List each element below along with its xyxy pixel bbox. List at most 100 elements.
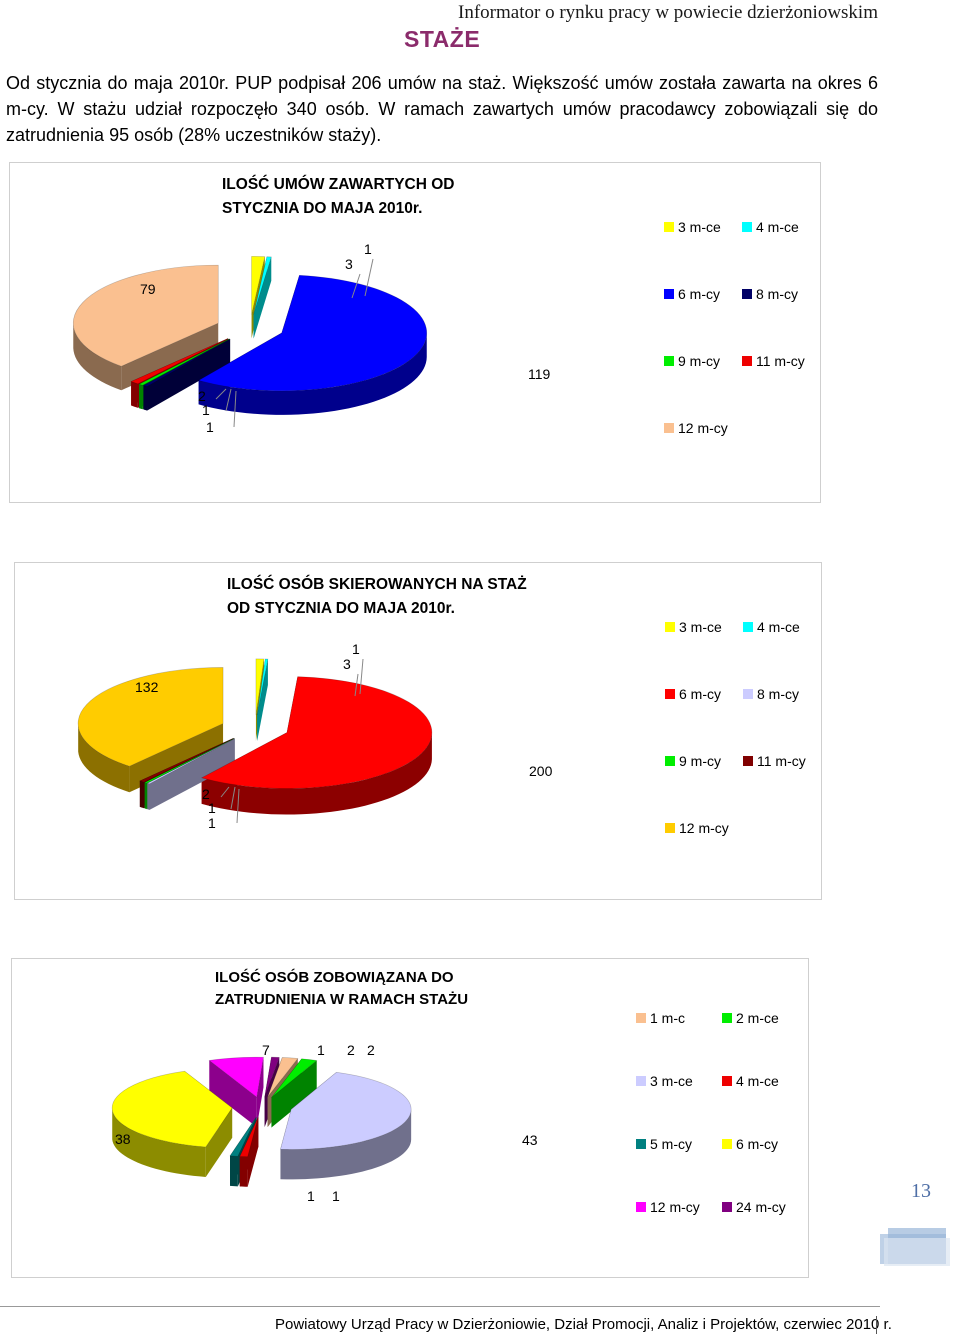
header-title: Informator o rynku pracy w powiecie dzie…	[458, 2, 878, 23]
legend-entry-3: 8 m-cy	[742, 286, 798, 302]
pie-slice-wall-3-1	[239, 1116, 259, 1187]
legend-swatch-6	[665, 823, 675, 833]
data-label-3: 1	[206, 419, 214, 435]
chart-title: ILOŚĆ UMÓW ZAWARTYCH OD STYCZNIA DO MAJA…	[222, 173, 455, 221]
legend-label-3: 4 m-ce	[736, 1073, 779, 1089]
data-label-1: 1	[352, 641, 360, 657]
footer-bar	[876, 1316, 877, 1334]
legend-swatch-4	[664, 356, 674, 366]
data-label-4: 1	[202, 402, 210, 418]
pie-slice-5	[130, 338, 229, 385]
data-label-3: 1	[332, 1188, 340, 1204]
pie-slice-2	[197, 274, 428, 392]
legend-swatch-1	[743, 622, 753, 632]
leader-line-4	[225, 388, 232, 412]
legend-label-2: 6 m-cy	[678, 286, 720, 302]
legend-label-0: 3 m-ce	[678, 219, 721, 235]
legend-swatch-0	[665, 622, 675, 632]
pie-slice-side-6	[78, 725, 130, 793]
pie-chart-svg: 2 2 43 1 1 38 7 1 1 m-c 2 m-ce 3 m-ce 4 m-ce 5 m-cy 6…	[111, 1010, 786, 1215]
chart-title-line1: ILOŚĆ OSÓB ZOBOWIĄZANA DO	[215, 969, 454, 986]
legend-entry-2: 6 m-cy	[664, 286, 720, 302]
pie-slice-side-2	[201, 733, 432, 815]
data-label-2: 119	[528, 366, 551, 382]
legend-label-0: 1 m-c	[650, 1010, 685, 1026]
legend-label-2: 6 m-cy	[679, 686, 721, 702]
legend-swatch-0	[664, 222, 674, 232]
legend-entry-2: 3 m-ce	[636, 1073, 693, 1089]
section-title: STAŻE	[404, 26, 481, 52]
legend-label-4: 9 m-cy	[678, 353, 720, 369]
pie-slice-1	[271, 1058, 318, 1098]
legend-label-0: 3 m-ce	[679, 619, 722, 635]
legend-entry-3: 8 m-cy	[743, 686, 799, 702]
legend-entry-1: 2 m-ce	[722, 1010, 779, 1026]
pie-slice-6	[208, 1056, 264, 1098]
leader-line-1	[359, 658, 364, 695]
page-number: 13	[911, 1180, 931, 1202]
legend-swatch-0	[636, 1013, 646, 1023]
data-label-1: 2	[367, 1042, 375, 1058]
pie-slice-wall-3-1	[147, 738, 235, 810]
legend-swatch-3	[742, 289, 752, 299]
legend-entry-4: 9 m-cy	[664, 353, 720, 369]
pie-slice-3	[142, 338, 231, 387]
legend-swatch-7	[722, 1202, 732, 1212]
data-label-4: 1	[208, 800, 216, 816]
legend-entry-1: 4 m-ce	[742, 219, 799, 235]
pie-slice-5	[139, 737, 234, 783]
leader-line-0	[351, 273, 361, 299]
legend-label-1: 2 m-ce	[736, 1010, 779, 1026]
legend-label-3: 8 m-cy	[757, 686, 799, 702]
legend-entry-0: 1 m-c	[636, 1010, 685, 1026]
pie-slice-1	[253, 256, 272, 315]
legend-label-6: 12 m-cy	[679, 820, 729, 836]
data-label-7: 1	[317, 1042, 325, 1058]
pie-slice-1	[256, 658, 269, 715]
chart-title: ILOŚĆ OSÓB ZOBOWIĄZANA DO ZATRUDNIENIA W…	[215, 967, 468, 1011]
pie-slice-side-5	[112, 1109, 206, 1177]
chart-title-line2: STYCZNIA DO MAJA 2010r.	[222, 200, 423, 217]
pie-slice-6	[72, 264, 219, 367]
legend-entry-6: 12 m-cy	[636, 1199, 700, 1215]
page-corner-decoration	[880, 1228, 950, 1266]
legend-swatch-1	[742, 222, 752, 232]
legend-entry-5: 11 m-cy	[743, 753, 806, 769]
legend-swatch-1	[722, 1013, 732, 1023]
data-label-0: 3	[345, 256, 353, 272]
data-label-5: 38	[115, 1131, 131, 1147]
leader-line-3	[236, 788, 240, 824]
chart-contracts: ILOŚĆ UMÓW ZAWARTYCH OD STYCZNIA DO MAJA…	[9, 162, 821, 503]
legend-label-4: 9 m-cy	[679, 753, 721, 769]
pie-slice-wall-6-0	[121, 323, 219, 391]
legend-entry-5: 11 m-cy	[742, 353, 805, 369]
legend-swatch-3	[722, 1076, 732, 1086]
legend-entry-2: 6 m-cy	[665, 686, 721, 702]
legend-label-6: 12 m-cy	[678, 420, 728, 436]
pie-slice-wall-1-1	[257, 659, 268, 741]
pie-slice-side-6	[73, 324, 122, 391]
pie-slice-wall-1-1	[253, 256, 272, 339]
legend-label-3: 8 m-cy	[756, 286, 798, 302]
data-label-0: 3	[343, 656, 351, 672]
pie-slice-side-2	[280, 1109, 412, 1180]
pie-slice-7	[264, 1056, 280, 1098]
legend-entry-6: 12 m-cy	[664, 420, 728, 436]
pie-slice-2	[200, 676, 433, 789]
data-label-5: 2	[198, 388, 206, 404]
legend-swatch-4	[665, 756, 675, 766]
intro-paragraph: Od stycznia do maja 2010r. PUP podpisał …	[6, 73, 878, 145]
pie-slice-5	[111, 1070, 233, 1148]
legend-swatch-5	[722, 1139, 732, 1149]
pie-slice-3	[146, 738, 235, 785]
pie-slice-4	[138, 338, 230, 386]
data-label-3: 1	[208, 815, 216, 831]
legend-label-4: 5 m-cy	[650, 1136, 692, 1152]
pie-slice-0	[255, 658, 265, 715]
legend-label-5: 6 m-cy	[736, 1136, 778, 1152]
footer-text: Powiatowy Urząd Pracy w Dzierżoniowie, D…	[275, 1316, 892, 1333]
data-label-6: 79	[140, 281, 156, 297]
legend-label-7: 24 m-cy	[736, 1199, 786, 1215]
